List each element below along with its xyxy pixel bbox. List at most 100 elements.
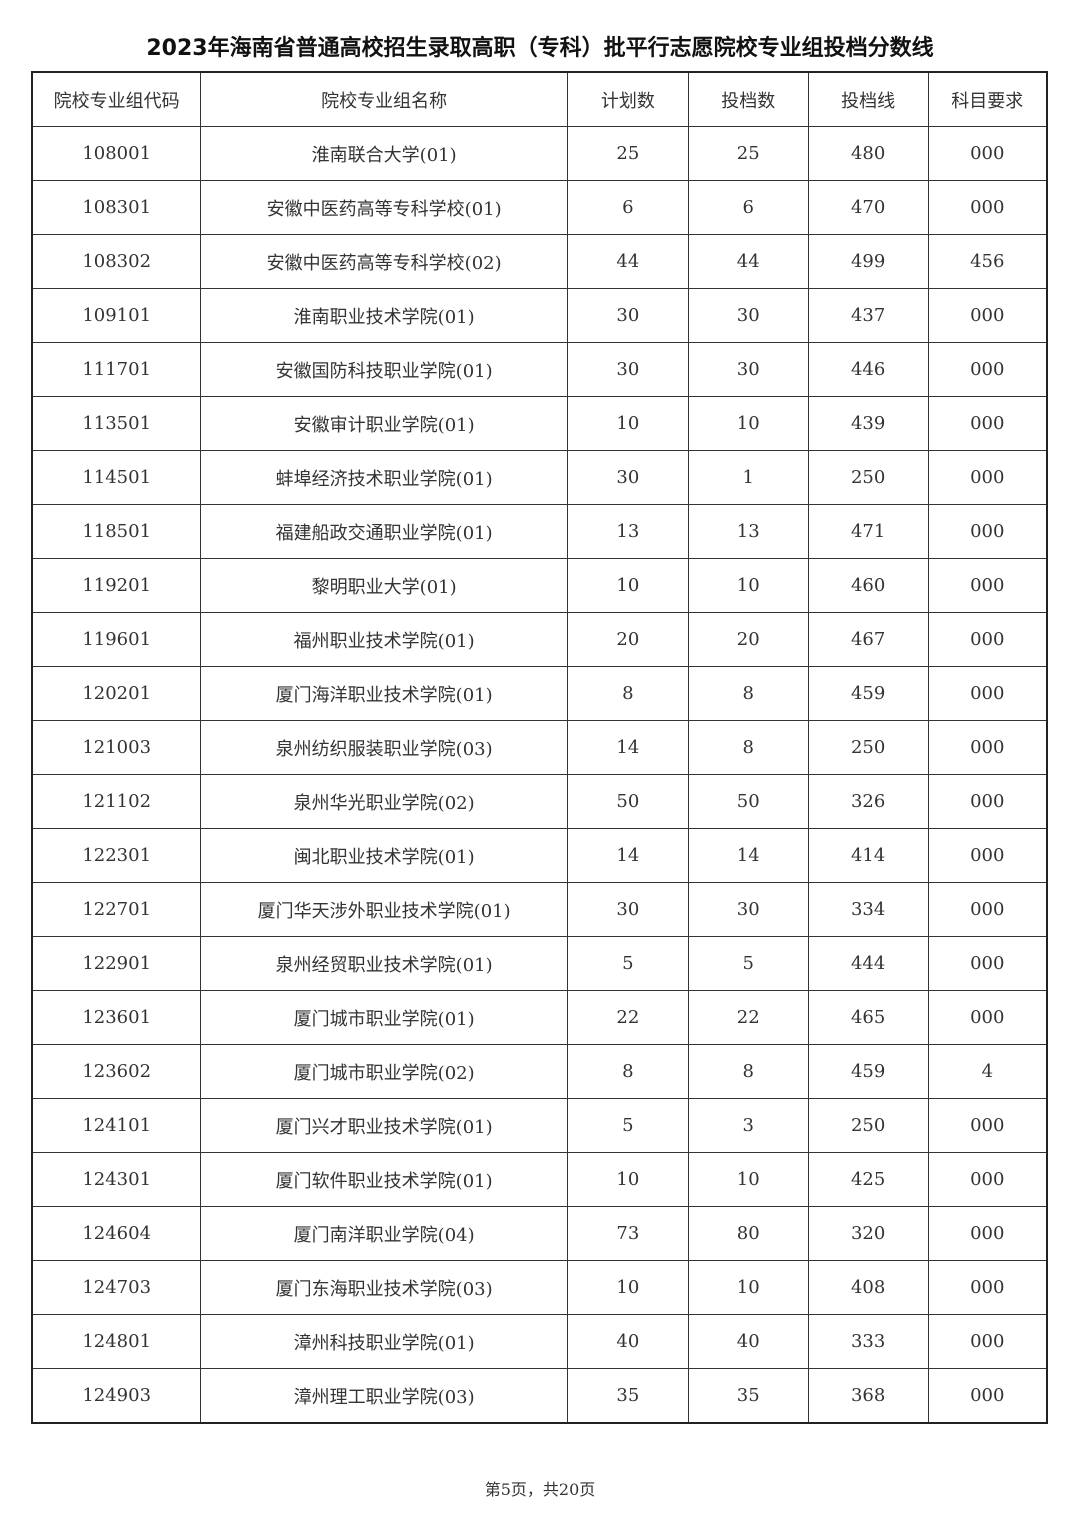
cell-plan: 10 [566, 1260, 689, 1315]
cell-name: 安徽中医药高等专科学校(01) [200, 180, 568, 235]
table-row: 124903 漳州理工职业学院(03) 35 35 368 000 [31, 1368, 1048, 1424]
table-row: 118501 福建船政交通职业学院(01) 13 13 471 000 [31, 504, 1048, 559]
cell-name: 安徽中医药高等专科学校(02) [200, 234, 568, 289]
column-header-admitted: 投档数 [687, 71, 809, 127]
cell-plan: 5 [566, 936, 689, 991]
cell-cutoff: 499 [807, 234, 929, 289]
cell-cutoff: 459 [807, 1044, 929, 1099]
cell-admitted: 80 [687, 1206, 809, 1261]
table-row: 121003 泉州纺织服装职业学院(03) 14 8 250 000 [31, 720, 1048, 775]
cell-name: 福州职业技术学院(01) [200, 612, 568, 667]
cell-name: 厦门华天涉外职业技术学院(01) [200, 882, 568, 937]
table-row: 108001 淮南联合大学(01) 25 25 480 000 [31, 126, 1048, 181]
table-body: 108001 淮南联合大学(01) 25 25 480 000 108301 安徽中医药高等专… [31, 126, 1048, 1424]
cell-subject-req: 000 [927, 828, 1048, 883]
cell-plan: 30 [566, 882, 689, 937]
table-row: 124801 漳州科技职业学院(01) 40 40 333 000 [31, 1314, 1048, 1369]
cell-plan: 25 [566, 126, 689, 181]
cell-code: 118501 [31, 504, 202, 559]
page-title: 2023年海南省普通高校招生录取高职（专科）批平行志愿院校专业组投档分数线 [146, 36, 934, 61]
cell-name: 厦门东海职业技术学院(03) [200, 1260, 568, 1315]
cell-plan: 30 [566, 288, 689, 343]
cell-subject-req: 000 [927, 882, 1048, 937]
table-row: 121102 泉州华光职业学院(02) 50 50 326 000 [31, 774, 1048, 829]
cell-code: 123602 [31, 1044, 202, 1099]
cell-code: 109101 [31, 288, 202, 343]
cell-name: 厦门软件职业技术学院(01) [200, 1152, 568, 1207]
page-number: 第5页，共20页 [484, 1480, 596, 1499]
cell-subject-req: 000 [927, 288, 1048, 343]
table-row: 111701 安徽国防科技职业学院(01) 30 30 446 000 [31, 342, 1048, 397]
cell-subject-req: 000 [927, 1152, 1048, 1207]
cell-code: 124101 [31, 1098, 202, 1153]
cell-cutoff: 368 [807, 1368, 929, 1424]
cell-cutoff: 320 [807, 1206, 929, 1261]
cell-cutoff: 471 [807, 504, 929, 559]
cell-code: 124301 [31, 1152, 202, 1207]
cell-code: 124703 [31, 1260, 202, 1315]
table-row: 119201 黎明职业大学(01) 10 10 460 000 [31, 558, 1048, 613]
cell-name: 厦门兴才职业技术学院(01) [200, 1098, 568, 1153]
cell-plan: 10 [566, 1152, 689, 1207]
cell-cutoff: 250 [807, 720, 929, 775]
table-row: 114501 蚌埠经济技术职业学院(01) 30 1 250 000 [31, 450, 1048, 505]
cell-admitted: 3 [687, 1098, 809, 1153]
table-row: 122701 厦门华天涉外职业技术学院(01) 30 30 334 000 [31, 882, 1048, 937]
table-row: 113501 安徽审计职业学院(01) 10 10 439 000 [31, 396, 1048, 451]
cell-cutoff: 465 [807, 990, 929, 1045]
cell-name: 漳州科技职业学院(01) [200, 1314, 568, 1369]
cell-cutoff: 326 [807, 774, 929, 829]
cell-plan: 8 [566, 1044, 689, 1099]
column-header-name: 院校专业组名称 [200, 71, 568, 127]
cell-subject-req: 000 [927, 666, 1048, 721]
cell-plan: 30 [566, 342, 689, 397]
cell-admitted: 10 [687, 396, 809, 451]
table-row: 109101 淮南职业技术学院(01) 30 30 437 000 [31, 288, 1048, 343]
cell-code: 108301 [31, 180, 202, 235]
cell-subject-req: 000 [927, 612, 1048, 667]
cell-code: 124903 [31, 1368, 202, 1424]
cell-code: 111701 [31, 342, 202, 397]
table-row: 122301 闽北职业技术学院(01) 14 14 414 000 [31, 828, 1048, 883]
cell-admitted: 10 [687, 558, 809, 613]
cell-cutoff: 460 [807, 558, 929, 613]
cell-subject-req: 000 [927, 558, 1048, 613]
cell-cutoff: 480 [807, 126, 929, 181]
cell-subject-req: 000 [927, 936, 1048, 991]
cell-subject-req: 000 [927, 1098, 1048, 1153]
cell-code: 114501 [31, 450, 202, 505]
cell-name: 黎明职业大学(01) [200, 558, 568, 613]
cell-admitted: 35 [687, 1368, 809, 1424]
cell-code: 119601 [31, 612, 202, 667]
cell-admitted: 8 [687, 1044, 809, 1099]
cell-admitted: 25 [687, 126, 809, 181]
cell-subject-req: 000 [927, 1368, 1048, 1424]
cell-name: 淮南联合大学(01) [200, 126, 568, 181]
cell-subject-req: 000 [927, 720, 1048, 775]
cell-subject-req: 000 [927, 450, 1048, 505]
cell-plan: 8 [566, 666, 689, 721]
cell-admitted: 50 [687, 774, 809, 829]
cell-name: 泉州华光职业学院(02) [200, 774, 568, 829]
cell-admitted: 8 [687, 720, 809, 775]
cell-name: 漳州理工职业学院(03) [200, 1368, 568, 1424]
cell-name: 安徽审计职业学院(01) [200, 396, 568, 451]
cell-plan: 40 [566, 1314, 689, 1369]
table-row: 124301 厦门软件职业技术学院(01) 10 10 425 000 [31, 1152, 1048, 1207]
table-row: 108302 安徽中医药高等专科学校(02) 44 44 499 456 [31, 234, 1048, 289]
cell-plan: 13 [566, 504, 689, 559]
cell-admitted: 22 [687, 990, 809, 1045]
cell-cutoff: 408 [807, 1260, 929, 1315]
cell-plan: 5 [566, 1098, 689, 1153]
table-row: 120201 厦门海洋职业技术学院(01) 8 8 459 000 [31, 666, 1048, 721]
cell-name: 厦门城市职业学院(01) [200, 990, 568, 1045]
cell-cutoff: 439 [807, 396, 929, 451]
cell-cutoff: 250 [807, 1098, 929, 1153]
cell-code: 122901 [31, 936, 202, 991]
cell-admitted: 6 [687, 180, 809, 235]
table-header-row: 院校专业组代码 院校专业组名称 计划数 投档数 投档线 科目要求 [31, 71, 1048, 127]
cell-admitted: 10 [687, 1152, 809, 1207]
cell-name: 泉州纺织服装职业学院(03) [200, 720, 568, 775]
cell-subject-req: 000 [927, 990, 1048, 1045]
cell-cutoff: 467 [807, 612, 929, 667]
